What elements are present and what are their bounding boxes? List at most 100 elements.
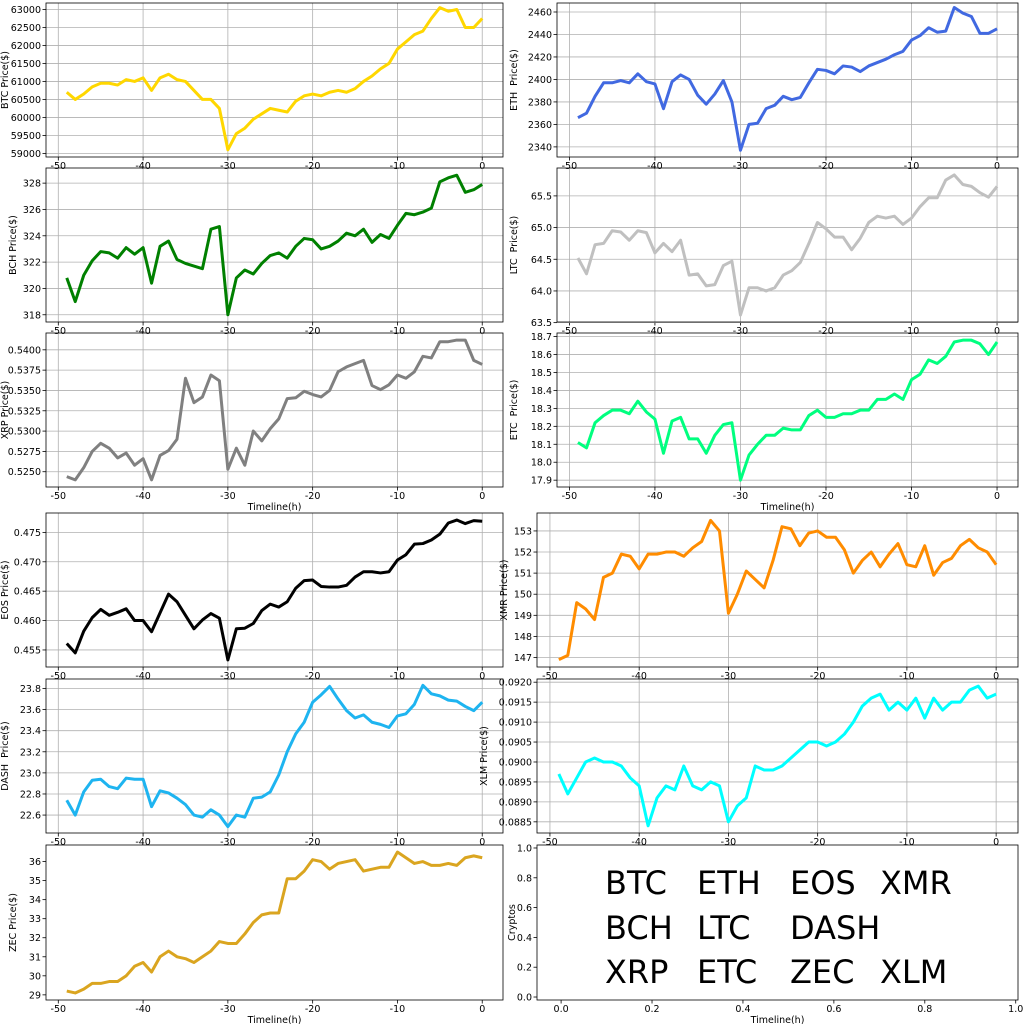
y-tick-label: 0.5275 [8,447,41,458]
x-tick-label: 0 [479,837,485,848]
y-tick-label: 0.0895 [499,777,532,788]
y-tick-label: 328 [23,179,41,190]
legend-label: EOS [790,864,856,902]
panel: -50 -40 -30 -20 -10 0 29 30 31 32 33 34 35 36 ZEC Pric… [8,844,504,1024]
y-tick-label: 18.2 [531,422,552,433]
x-tick-label: 0.8 [917,1004,932,1015]
x-tick-label: -40 [135,1004,151,1015]
axes-frame [45,678,504,834]
y-tick-label: 0.5350 [8,386,41,397]
y-tick-label: 2420 [528,52,552,63]
x-tick-label: -10 [390,161,406,172]
x-tick-label: -20 [305,671,321,682]
x-tick-label: -50 [562,491,578,502]
x-tick-label: -50 [542,671,558,682]
x-tick-label: -50 [51,1004,67,1015]
y-axis-label: XRP Price($) [0,381,11,440]
y-tick-label: 18.6 [531,350,552,361]
y-tick-label: 322 [23,258,41,269]
x-tick-label: -20 [305,161,321,172]
x-axis-label: Timeline(h) [750,1015,805,1024]
y-axis-label: ETC Price($) [509,380,520,441]
x-tick-label: 0 [479,491,485,502]
y-axis-label: ZEC Price($) [8,893,19,952]
y-tick-label: 149 [514,611,532,622]
axes-frame [45,332,504,488]
x-tick-label: -20 [810,671,826,682]
price-line [66,850,483,995]
x-tick-label: 0 [993,837,999,848]
legend-label: ZEC [790,953,854,991]
y-tick-label: 17.9 [531,476,552,487]
x-axis-label: Timeline(h) [760,502,815,513]
y-tick-label: 153 [514,526,532,537]
x-tick-label: -30 [721,671,737,682]
panel: 0.0 0.2 0.4 0.6 0.8 1.0 0.0 0.2 0.4 0.6 0.8 1.0 BTC E… [507,843,1023,1024]
y-tick-label: 64.5 [531,255,552,266]
y-tick-label: 59500 [11,131,41,142]
x-tick-label: 1.0 [1008,1004,1023,1015]
y-tick-label: 60000 [11,113,41,124]
axes-frame [536,678,1019,834]
y-tick-label: 35 [29,876,41,887]
x-tick-label: -40 [647,491,663,502]
x-tick-label: 0.6 [826,1004,841,1015]
y-tick-label: 0.5325 [8,406,41,417]
axes-frame [556,2,1019,158]
x-axis-label: Timeline(h) [247,502,302,513]
y-tick-label: 65.0 [531,223,552,234]
y-tick-label: 63000 [11,5,41,16]
x-tick-label: -10 [899,837,915,848]
x-tick-label: 0 [479,1004,485,1015]
x-tick-label: -30 [721,837,737,848]
x-tick-label: -50 [51,491,67,502]
y-tick-label: 0.455 [14,645,41,656]
y-tick-label: 0.6 [517,903,532,914]
x-tick-label: -20 [810,837,826,848]
legend-label: ETH [697,864,761,902]
y-tick-label: 63.5 [531,318,552,329]
x-tick-label: -40 [631,837,647,848]
legend-label: BTC [605,864,667,902]
y-tick-label: 0.0915 [499,698,532,709]
y-tick-label: 318 [23,310,41,321]
x-tick-label: 0.2 [644,1004,659,1015]
x-tick-label: -20 [818,491,834,502]
x-tick-label: 0 [479,671,485,682]
y-tick-label: 0.4 [517,933,532,944]
axes-frame [556,332,1019,488]
x-tick-label: -10 [899,671,915,682]
panel: -50 -40 -30 -20 -10 0 17.9 18.0 18.1 18.2 18.3 18.4… [509,332,1019,513]
y-tick-label: 0.0900 [499,757,532,768]
y-tick-label: 23.4 [20,726,41,737]
y-tick-label: 62500 [11,23,41,34]
x-tick-label: -30 [733,161,749,172]
y-tick-label: 0.5400 [8,345,41,356]
y-tick-label: 18.1 [531,440,552,451]
x-tick-label: -10 [390,1004,406,1015]
x-tick-label: -30 [220,837,236,848]
panel: -50 -40 -30 -20 -10 0 318 320 322 324 326 328 BCH Pr… [8,167,504,337]
x-tick-label: -30 [220,671,236,682]
y-tick-label: 22.6 [20,811,41,822]
x-axis-label: Timeline(h) [247,1015,302,1024]
y-axis-label: ETH Price($) [509,49,520,111]
y-tick-label: 64.0 [531,286,552,297]
x-tick-label: -50 [51,326,67,337]
y-tick-label: 0.8 [517,873,532,884]
y-tick-label: 60500 [11,95,41,106]
x-tick-label: -10 [904,161,920,172]
y-tick-label: 0.2 [517,963,532,974]
price-line [66,338,483,482]
y-tick-label: 0.0905 [499,738,532,749]
y-axis-label: XMR Price($) [499,560,510,621]
panel: -50 -40 -30 -20 -10 0 2340 2360 2380 2400 2420 2440… [509,2,1019,172]
legend-label: XLM [880,953,947,991]
x-tick-label: 0.4 [735,1004,750,1015]
y-tick-label: 326 [23,205,41,216]
y-tick-label: 33 [29,914,41,925]
x-tick-label: -50 [542,837,558,848]
x-tick-label: -10 [390,491,406,502]
y-tick-label: 152 [514,548,532,559]
y-tick-label: 65.5 [531,191,552,202]
